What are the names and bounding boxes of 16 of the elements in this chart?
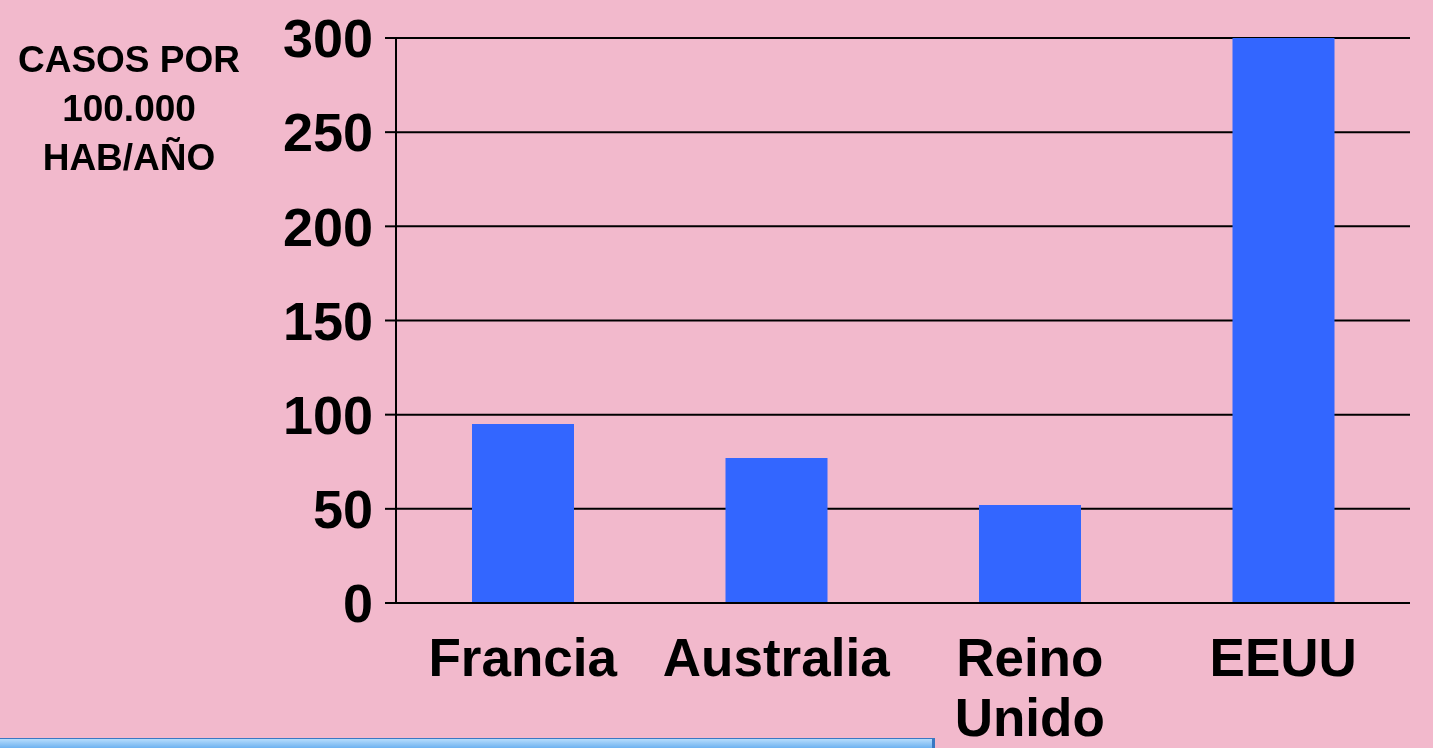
x-tick-label: Reino Unido (954, 628, 1105, 747)
y-tick-label: 250 (282, 102, 373, 163)
x-tick-label: Australia (662, 628, 891, 687)
y-tick-label: 200 (282, 196, 373, 257)
y-tick-label: 100 (282, 384, 373, 445)
y-tick-label: 50 (312, 479, 373, 539)
bar (725, 457, 828, 603)
y-tick-label: 300 (282, 8, 373, 69)
y-tick-label: 0 (342, 573, 373, 634)
bar (472, 424, 574, 603)
y-axis-title: CASOS POR 100.000 HAB/AÑO (16, 38, 241, 180)
bar (979, 505, 1081, 603)
y-tick-label: 150 (282, 290, 373, 351)
x-tick-label: EEUU (1209, 628, 1357, 687)
bar (1232, 38, 1335, 603)
x-tick-label: Francia (428, 628, 618, 687)
